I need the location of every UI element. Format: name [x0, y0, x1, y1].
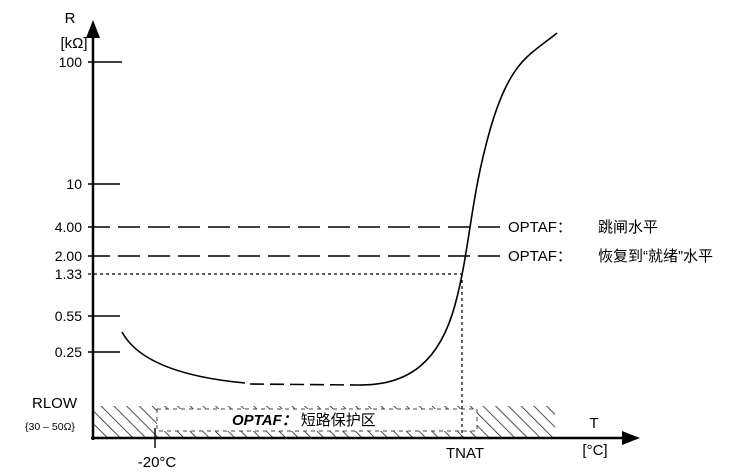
x-tick-label-tnat: TNAT	[446, 445, 484, 462]
y-tick-label-100: 100	[59, 54, 83, 70]
x-axis-arrowhead	[622, 431, 640, 445]
y-tick-label-10: 10	[66, 176, 82, 192]
y-tick-label-4-00: 4.00	[55, 219, 82, 235]
zone-label-prefix: OPTAF：	[232, 412, 297, 429]
short-circuit-zone-label-box	[156, 408, 478, 432]
y-tick-label-rlow-range: {30 – 50Ω}	[25, 421, 75, 433]
trip-level-prefix: OPTAF：	[508, 219, 572, 236]
y-tick-label-1-33: 1.33	[55, 266, 82, 282]
y-axis-arrowhead	[86, 20, 100, 38]
short-circuit-zone-label: OPTAF： 短路保护区	[232, 412, 376, 429]
resistance-curve-low-segment	[121, 331, 246, 384]
zone-label-text: 短路保护区	[301, 412, 376, 429]
y-tick-label-0-25: 0.25	[55, 344, 82, 360]
y-tick-label-0-55: 0.55	[55, 308, 82, 324]
y-axis-unit: [kΩ]	[60, 35, 87, 52]
x-axis-unit: [°C]	[582, 442, 607, 459]
y-tick-label-rlow: RLOW	[32, 395, 78, 412]
resistance-curve-rising-segment	[357, 32, 558, 386]
resistance-curve-dashed-segment	[249, 383, 359, 386]
ready-level-prefix: OPTAF：	[508, 248, 572, 265]
ready-level-text: 恢复到“就绪”水平	[598, 247, 713, 265]
x-axis-label: T	[589, 415, 598, 432]
x-tick-label-minus-20: -20°C	[138, 454, 177, 471]
trip-level-text: 跳闸水平	[598, 219, 658, 236]
y-axis-label: R	[65, 10, 76, 27]
y-tick-label-2-00: 2.00	[55, 248, 82, 264]
